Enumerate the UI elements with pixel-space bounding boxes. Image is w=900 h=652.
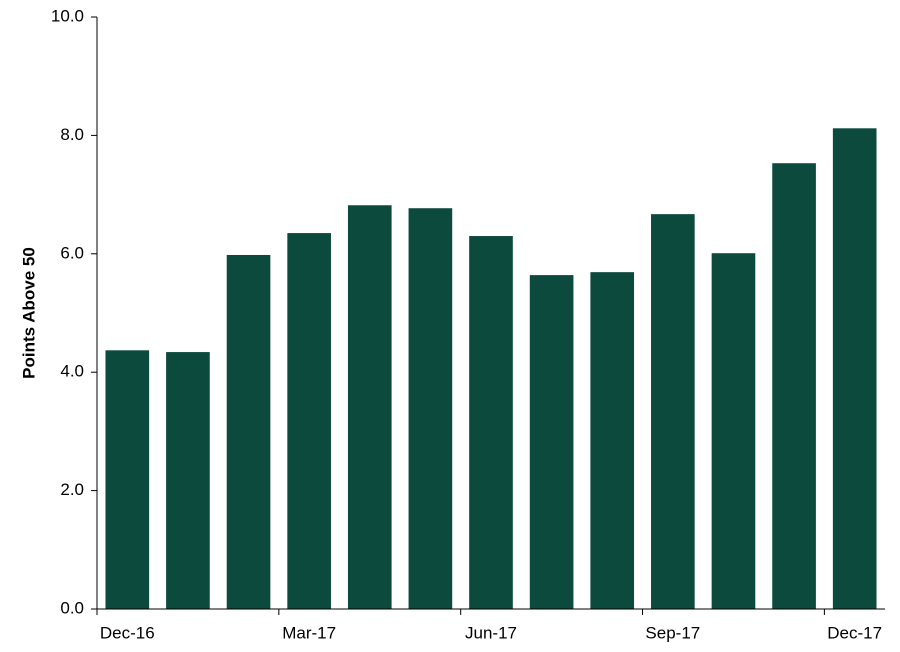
x-tick-label: Mar-17 [282,623,336,642]
bar [408,208,453,609]
bar [711,253,756,609]
x-tick-label: Sep-17 [645,623,700,642]
x-tick-label: Jun-17 [465,623,517,642]
y-tick-label: 8.0 [60,125,84,144]
bar [469,236,513,610]
bar [347,205,392,610]
y-tick-label: 4.0 [60,362,84,381]
bar [772,163,816,609]
y-tick-label: 6.0 [60,243,84,262]
x-tick-label: Dec-16 [100,623,155,642]
y-axis-title: Points Above 50 [19,247,38,379]
bar [166,352,210,609]
bar [651,214,695,610]
y-tick-label: 0.0 [60,598,84,617]
y-tick-label: 2.0 [60,480,84,499]
bar [529,275,574,609]
bar [590,272,635,609]
bar [287,233,331,609]
bar [832,128,877,609]
y-tick-label: 10.0 [51,6,84,25]
bar [226,254,271,609]
bar [105,350,150,609]
x-tick-label: Dec-17 [827,623,882,642]
